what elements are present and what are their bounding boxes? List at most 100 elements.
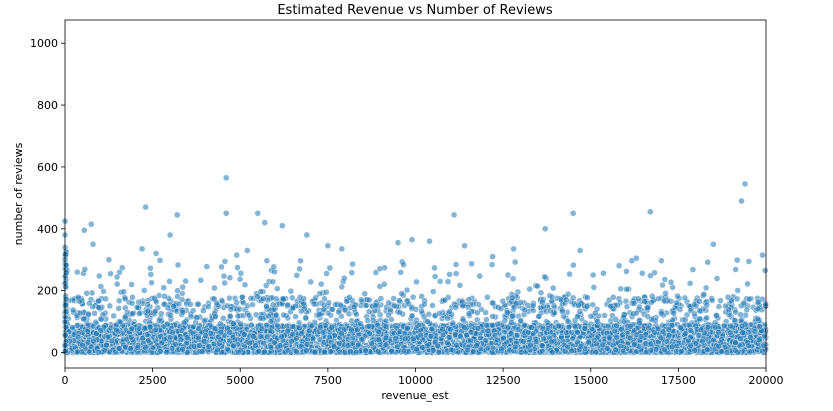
data-point: [412, 306, 420, 313]
data-point: [446, 271, 453, 278]
data-point: [174, 261, 182, 269]
data-point: [179, 283, 186, 291]
data-point: [474, 309, 481, 316]
data-point: [465, 310, 473, 317]
data-point: [633, 310, 640, 317]
data-point: [226, 274, 234, 281]
data-point: [589, 301, 596, 308]
data-point: [337, 301, 344, 309]
data-point: [257, 288, 264, 295]
data-point: [377, 295, 385, 302]
data-point: [713, 275, 721, 282]
data-point: [686, 280, 694, 287]
data-point: [667, 279, 675, 286]
data-point: [512, 258, 519, 266]
data-point: [366, 296, 373, 304]
data-point: [160, 284, 167, 291]
data-point: [318, 280, 325, 288]
data-point: [234, 312, 242, 320]
data-point: [702, 284, 710, 292]
data-point: [136, 310, 143, 317]
data-point: [715, 303, 723, 310]
data-point: [390, 295, 397, 302]
data-point: [409, 293, 417, 301]
data-point: [476, 272, 483, 280]
data-point: [734, 295, 741, 303]
data-point: [329, 306, 336, 313]
data-point: [218, 263, 225, 271]
data-point: [269, 301, 277, 308]
data-point: [234, 264, 241, 271]
data-point: [708, 297, 716, 304]
points-layer: [61, 174, 770, 356]
data-point: [372, 302, 379, 309]
data-point: [75, 294, 82, 301]
data-point: [437, 278, 444, 285]
data-point: [509, 313, 516, 320]
data-point: [272, 295, 280, 302]
data-point: [574, 313, 581, 320]
data-point: [241, 281, 249, 288]
data-point: [220, 315, 227, 322]
data-point: [550, 284, 557, 292]
data-point: [346, 294, 353, 301]
data-point: [174, 293, 181, 300]
data-point: [200, 307, 207, 314]
data-point: [600, 270, 607, 277]
data-point: [590, 284, 598, 291]
data-point: [610, 294, 617, 301]
data-point: [762, 300, 769, 307]
data-point: [534, 282, 541, 290]
data-point: [312, 294, 319, 301]
data-point: [566, 270, 573, 278]
data-point: [623, 303, 631, 310]
data-point: [743, 306, 750, 314]
data-point: [212, 313, 219, 320]
data-point: [197, 277, 205, 284]
data-point: [296, 265, 303, 273]
data-point: [376, 265, 384, 272]
data-point: [565, 317, 572, 325]
data-point: [263, 282, 270, 289]
data-point: [365, 308, 373, 315]
data-point: [648, 299, 655, 306]
data-point: [676, 306, 684, 313]
data-point: [289, 294, 296, 302]
data-point: [106, 302, 114, 310]
data-point: [456, 282, 464, 289]
data-point: [323, 289, 330, 296]
data-point: [247, 295, 255, 302]
data-point: [135, 298, 142, 306]
data-point: [583, 303, 591, 310]
data-point: [746, 296, 753, 303]
data-point: [441, 297, 449, 304]
data-point: [436, 310, 443, 317]
data-point: [323, 270, 330, 277]
data-point: [617, 285, 624, 293]
data-point: [704, 259, 711, 266]
data-point: [381, 281, 388, 288]
data-point: [221, 258, 229, 265]
data-point: [489, 322, 496, 329]
data-point: [236, 276, 244, 283]
data-point: [156, 257, 164, 264]
data-point: [226, 294, 233, 302]
data-point: [732, 266, 739, 273]
data-point: [589, 271, 597, 279]
data-point: [321, 295, 328, 302]
data-point: [754, 305, 762, 313]
data-point: [147, 271, 155, 278]
data-point: [696, 315, 703, 323]
data-point: [372, 269, 380, 276]
data-point: [499, 297, 506, 305]
data-point: [622, 298, 630, 305]
data-point: [623, 286, 630, 293]
data-point: [292, 313, 299, 320]
data-point: [257, 333, 264, 340]
data-point: [302, 314, 309, 322]
data-point: [141, 287, 148, 294]
data-point: [128, 281, 135, 288]
data-point: [170, 303, 177, 310]
data-point: [361, 290, 368, 297]
data-point: [627, 323, 634, 330]
